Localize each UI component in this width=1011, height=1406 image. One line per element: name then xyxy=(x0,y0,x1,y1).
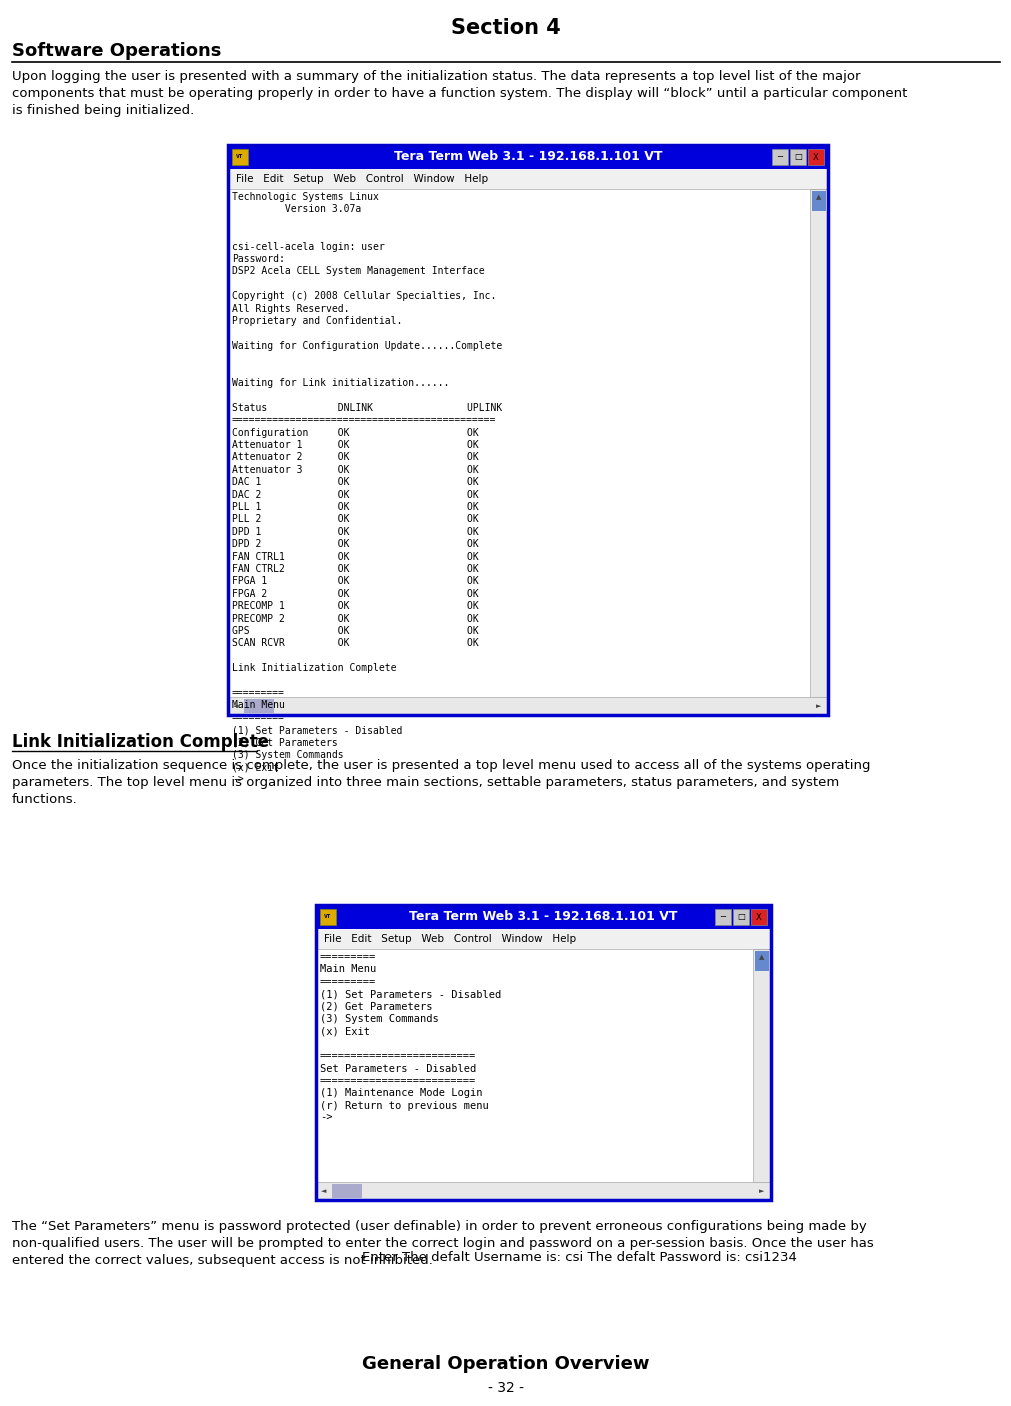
Text: File   Edit   Setup   Web   Control   Window   Help: File Edit Setup Web Control Window Help xyxy=(324,934,575,943)
Bar xyxy=(315,929,770,949)
Text: The “Set Parameters” menu is password protected (user definable) in order to pre: The “Set Parameters” menu is password pr… xyxy=(12,1220,872,1267)
Text: General Operation Overview: General Operation Overview xyxy=(362,1355,649,1374)
Bar xyxy=(227,145,827,716)
Text: X: X xyxy=(755,912,761,921)
Text: ◄: ◄ xyxy=(321,1188,327,1194)
Bar xyxy=(809,188,827,697)
Text: - 32 -: - 32 - xyxy=(487,1381,524,1395)
Text: Section 4: Section 4 xyxy=(451,18,560,38)
Text: VT: VT xyxy=(236,155,244,159)
Text: File   Edit   Setup   Web   Control   Window   Help: File Edit Setup Web Control Window Help xyxy=(236,174,487,184)
Text: −: − xyxy=(719,912,726,921)
Bar xyxy=(319,910,336,925)
Bar xyxy=(244,699,274,713)
Bar xyxy=(811,191,825,211)
Bar xyxy=(315,905,770,1199)
Bar xyxy=(807,149,823,165)
Bar xyxy=(752,949,770,1182)
Text: Tera Term Web 3.1 - 192.168.1.101 VT: Tera Term Web 3.1 - 192.168.1.101 VT xyxy=(393,150,661,163)
Text: ▲: ▲ xyxy=(758,955,764,960)
Bar xyxy=(315,905,770,929)
Text: Enter The defalt Username is: csi The defalt Password is: csi1234: Enter The defalt Username is: csi The de… xyxy=(361,1251,796,1264)
Text: Upon logging the user is presented with a summary of the initialization status. : Upon logging the user is presented with … xyxy=(12,70,907,117)
Bar xyxy=(332,1184,362,1198)
Bar xyxy=(315,949,752,1182)
Bar xyxy=(227,145,827,169)
Text: □: □ xyxy=(736,912,744,921)
Text: Once the initialization sequence is complete, the user is presented a top level : Once the initialization sequence is comp… xyxy=(12,759,869,806)
Text: Technologic Systems Linux
         Version 3.07a


csi-cell-acela login: user
Pa: Technologic Systems Linux Version 3.07a … xyxy=(232,193,501,785)
Bar xyxy=(227,188,809,697)
Text: X: X xyxy=(812,152,818,162)
Bar xyxy=(715,910,730,925)
Text: ►: ► xyxy=(816,703,821,709)
Text: VT: VT xyxy=(324,914,332,920)
Text: Link Initialization Complete: Link Initialization Complete xyxy=(12,733,269,751)
Bar xyxy=(315,1182,770,1199)
Text: Tera Term Web 3.1 - 192.168.1.101 VT: Tera Term Web 3.1 - 192.168.1.101 VT xyxy=(408,911,677,924)
Text: ◄: ◄ xyxy=(234,703,239,709)
Bar xyxy=(754,950,768,972)
Text: ►: ► xyxy=(758,1188,764,1194)
Bar xyxy=(771,149,788,165)
Text: ▲: ▲ xyxy=(816,194,821,200)
Bar xyxy=(227,697,827,716)
Bar xyxy=(227,169,827,188)
Text: −: − xyxy=(775,152,783,162)
Bar xyxy=(750,910,766,925)
Text: □: □ xyxy=(794,152,801,162)
Bar xyxy=(232,149,248,165)
Text: Software Operations: Software Operations xyxy=(12,42,221,60)
Bar xyxy=(790,149,805,165)
Bar xyxy=(732,910,748,925)
Text: =========
Main Menu
=========
(1) Set Parameters - Disabled
(2) Get Parameters
(: ========= Main Menu ========= (1) Set Pa… xyxy=(319,952,500,1123)
